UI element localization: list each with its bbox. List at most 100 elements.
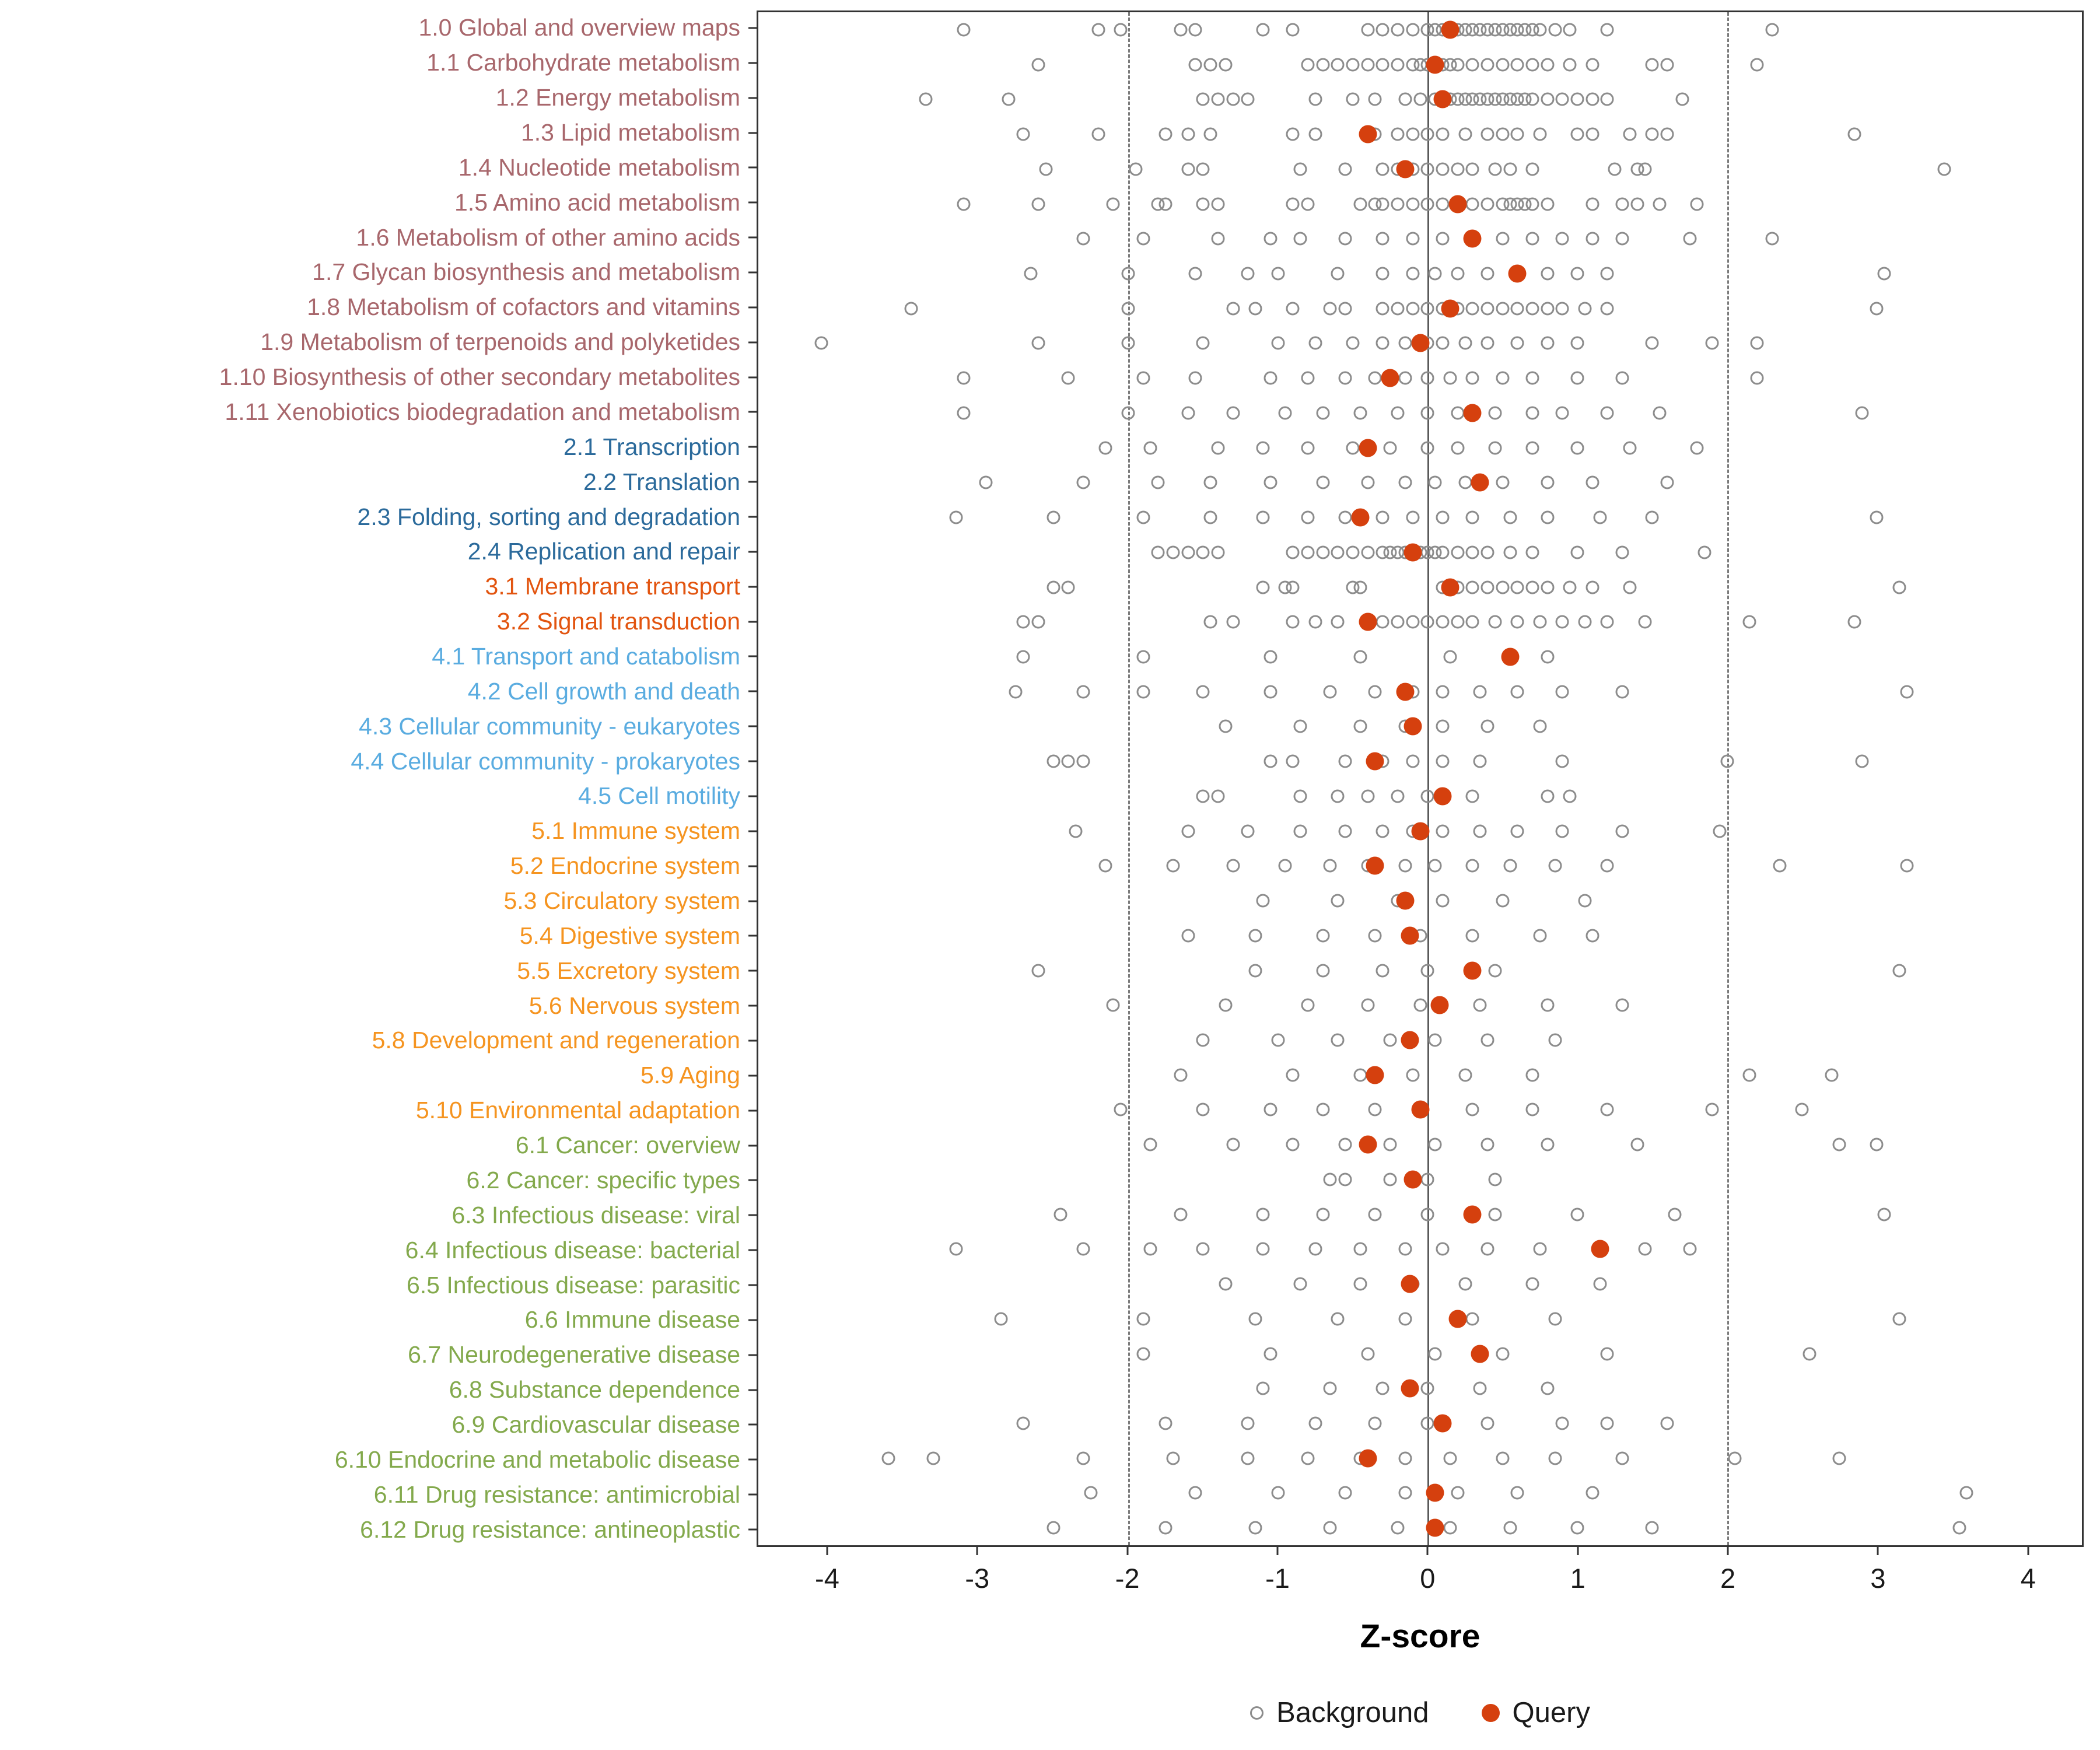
category-label: 5.8 Development and regeneration <box>372 1027 740 1054</box>
query-point <box>1359 1449 1377 1468</box>
background-point <box>1436 336 1450 350</box>
background-point <box>1503 545 1517 559</box>
background-point <box>1458 127 1472 141</box>
background-point <box>1436 719 1450 733</box>
background-point <box>1174 1068 1188 1082</box>
background-point <box>1600 23 1614 37</box>
background-point <box>1361 23 1375 37</box>
background-point <box>1353 719 1367 733</box>
background-point <box>1076 754 1090 768</box>
category-label: 6.11 Drug resistance: antimicrobial <box>373 1480 740 1508</box>
x-axis-tick <box>826 1547 828 1555</box>
background-point <box>1570 1521 1584 1535</box>
background-point <box>1443 1521 1457 1535</box>
background-point <box>1391 197 1405 211</box>
background-point <box>1143 1242 1157 1256</box>
background-point <box>1451 406 1465 420</box>
y-axis-tick <box>748 1074 757 1077</box>
background-point <box>1615 545 1629 559</box>
background-point <box>1525 1068 1539 1082</box>
background-point <box>1286 197 1300 211</box>
background-point <box>1406 267 1420 281</box>
y-axis-tick <box>748 900 757 902</box>
query-point <box>1366 1066 1384 1084</box>
background-point <box>1451 441 1465 455</box>
background-point <box>1391 302 1405 316</box>
background-point <box>1331 789 1345 803</box>
background-point <box>1406 510 1420 524</box>
background-point <box>1076 685 1090 699</box>
background-point <box>1046 510 1060 524</box>
background-point <box>1870 1138 1884 1152</box>
background-point <box>1264 650 1278 664</box>
background-point <box>1586 197 1600 211</box>
background-point <box>1555 406 1569 420</box>
background-point <box>1301 58 1315 72</box>
background-point <box>1436 1242 1450 1256</box>
background-point <box>1690 441 1704 455</box>
background-point <box>1031 615 1045 629</box>
background-point <box>1211 545 1225 559</box>
background-point <box>1510 302 1524 316</box>
category-label: 5.5 Excretory system <box>517 957 740 984</box>
background-point <box>1293 1277 1307 1291</box>
background-point-icon <box>1250 1706 1264 1720</box>
x-axis-tick-label: -2 <box>1115 1563 1140 1594</box>
background-point <box>1900 859 1914 873</box>
background-point <box>1570 371 1584 385</box>
category-label: 5.4 Digestive system <box>519 922 740 949</box>
y-axis-tick <box>748 341 757 344</box>
background-point <box>1480 1033 1494 1047</box>
background-point <box>1563 580 1577 594</box>
category-label: 1.1 Carbohydrate metabolism <box>426 49 740 76</box>
x-axis-tick-label: 2 <box>1720 1563 1736 1594</box>
background-point <box>1293 824 1307 838</box>
background-point <box>1465 929 1479 943</box>
background-point <box>1009 685 1023 699</box>
x-axis-tick <box>1426 1547 1429 1555</box>
query-point <box>1441 578 1460 596</box>
y-axis-tick <box>748 830 757 832</box>
background-point <box>1323 1521 1337 1535</box>
background-point <box>1368 1208 1382 1222</box>
background-point <box>1323 685 1337 699</box>
background-point <box>1548 1312 1562 1326</box>
category-label: 1.0 Global and overview maps <box>418 14 740 41</box>
background-point <box>1428 267 1442 281</box>
y-axis-tick <box>748 1423 757 1426</box>
background-point <box>1525 1102 1539 1116</box>
background-point <box>1698 545 1712 559</box>
x-axis-label: Z-score <box>1360 1618 1480 1655</box>
query-point <box>1366 752 1384 771</box>
x-axis-tick <box>2027 1547 2029 1555</box>
background-point <box>1525 58 1539 72</box>
background-point <box>1406 23 1420 37</box>
query-point <box>1441 299 1460 318</box>
background-point <box>1563 58 1577 72</box>
background-point <box>1323 859 1337 873</box>
background-point <box>1181 406 1195 420</box>
background-point <box>1241 92 1255 106</box>
background-point <box>1121 267 1135 281</box>
background-point <box>1541 58 1555 72</box>
query-point <box>1401 1275 1419 1293</box>
background-point <box>1600 92 1614 106</box>
background-point <box>1436 197 1450 211</box>
background-point <box>1525 162 1539 176</box>
background-point <box>1383 1172 1397 1186</box>
background-point <box>1301 1451 1315 1465</box>
background-point <box>1174 23 1188 37</box>
background-point <box>1510 580 1524 594</box>
y-axis-tick <box>748 1249 757 1251</box>
background-point <box>1406 127 1420 141</box>
background-point <box>1952 1521 1966 1535</box>
query-point <box>1426 1483 1444 1502</box>
background-point <box>1533 127 1547 141</box>
background-point <box>1465 510 1479 524</box>
category-label: 1.5 Amino acid metabolism <box>454 188 740 216</box>
background-point <box>1420 371 1434 385</box>
background-point <box>1855 754 1869 768</box>
background-point <box>1525 1277 1539 1291</box>
background-point <box>1219 58 1233 72</box>
